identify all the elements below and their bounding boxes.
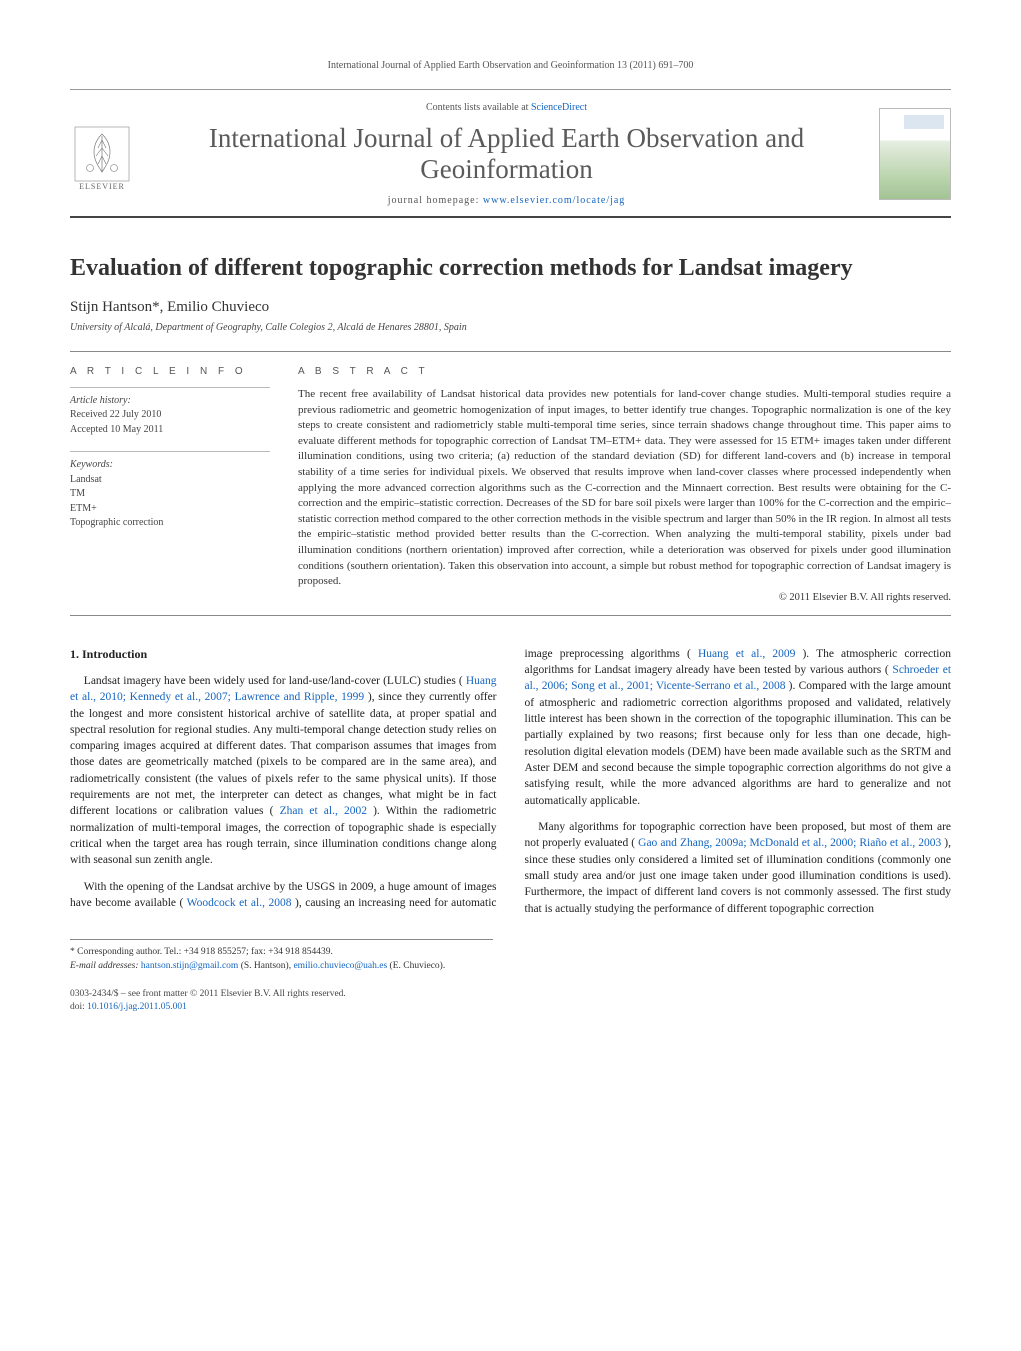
front-matter-text: 0303-2434/$ – see front matter © 2011 El… <box>70 988 951 1001</box>
sciencedirect-link[interactable]: ScienceDirect <box>531 102 587 113</box>
history-accepted: Accepted 10 May 2011 <box>70 423 270 438</box>
emails-line: E-mail addresses: hantson.stijn@gmail.co… <box>70 960 493 974</box>
keywords-block: Keywords: Landsat TM ETM+ Topographic co… <box>70 451 270 531</box>
history-heading: Article history: <box>70 394 270 409</box>
email-link[interactable]: emilio.chuvieco@uah.es <box>293 961 387 971</box>
contents-line: Contents lists available at ScienceDirec… <box>148 102 865 113</box>
doi-link[interactable]: 10.1016/j.jag.2011.05.001 <box>87 1002 187 1012</box>
article-info-label: A R T I C L E I N F O <box>70 366 270 377</box>
journal-cover-thumbnail <box>879 108 951 200</box>
homepage-link[interactable]: www.elsevier.com/locate/jag <box>483 195 625 206</box>
abstract-copyright: © 2011 Elsevier B.V. All rights reserved… <box>298 592 951 603</box>
email-person: (E. Chuvieco). <box>390 961 446 971</box>
doi-line: doi: 10.1016/j.jag.2011.05.001 <box>70 1001 951 1014</box>
publisher-name: ELSEVIER <box>79 182 125 191</box>
citation-link[interactable]: Zhan et al., 2002 <box>280 805 367 817</box>
email-link[interactable]: hantson.stijn@gmail.com <box>141 961 238 971</box>
keyword: Landsat <box>70 473 270 488</box>
publisher-logo: ELSEVIER <box>70 117 134 191</box>
body-paragraph: Many algorithms for topographic correcti… <box>525 819 952 917</box>
authors: Stijn Hantson*, Emilio Chuvieco <box>70 299 951 316</box>
citation-link[interactable]: Gao and Zhang, 2009a; McDonald et al., 2… <box>638 837 941 849</box>
contents-prefix: Contents lists available at <box>426 102 531 113</box>
elsevier-tree-icon <box>74 126 130 182</box>
homepage-line: journal homepage: www.elsevier.com/locat… <box>148 195 865 206</box>
info-abstract-row: A R T I C L E I N F O Article history: R… <box>70 351 951 603</box>
body-paragraph: Landsat imagery have been widely used fo… <box>70 673 497 869</box>
rule-masthead-bottom <box>70 216 951 218</box>
article-info-column: A R T I C L E I N F O Article history: R… <box>70 366 270 603</box>
citation-link[interactable]: Woodcock et al., 2008 <box>187 897 292 909</box>
section-heading-intro: 1. Introduction <box>70 646 497 663</box>
citation-link[interactable]: Huang et al., 2009 <box>698 648 795 660</box>
running-header: International Journal of Applied Earth O… <box>70 60 951 71</box>
journal-title: International Journal of Applied Earth O… <box>148 123 865 185</box>
keyword: TM <box>70 487 270 502</box>
affiliation: University of Alcalá, Department of Geog… <box>70 322 951 333</box>
homepage-prefix: journal homepage: <box>388 195 483 206</box>
body-text: Landsat imagery have been widely used fo… <box>84 675 463 687</box>
keywords-heading: Keywords: <box>70 458 270 473</box>
keyword: Topographic correction <box>70 516 270 531</box>
abstract-label: A B S T R A C T <box>298 366 951 377</box>
article-history: Article history: Received 22 July 2010 A… <box>70 387 270 438</box>
emails-label: E-mail addresses: <box>70 961 139 971</box>
article-title: Evaluation of different topographic corr… <box>70 254 951 283</box>
front-matter-line: 0303-2434/$ – see front matter © 2011 El… <box>70 988 951 1015</box>
keyword: ETM+ <box>70 502 270 517</box>
body-text: ), since they currently offer the longes… <box>70 691 497 817</box>
abstract-text: The recent free availability of Landsat … <box>298 387 951 590</box>
corresponding-author: * Corresponding author. Tel.: +34 918 85… <box>70 946 493 960</box>
body-text: ). Compared with the large amount of atm… <box>525 680 952 806</box>
history-received: Received 22 July 2010 <box>70 408 270 423</box>
masthead-center: Contents lists available at ScienceDirec… <box>148 102 865 206</box>
page: International Journal of Applied Earth O… <box>0 0 1021 1054</box>
abstract-column: A B S T R A C T The recent free availabi… <box>298 366 951 603</box>
rule-post-abstract <box>70 615 951 616</box>
masthead: ELSEVIER Contents lists available at Sci… <box>70 94 951 216</box>
rule-top <box>70 89 951 90</box>
doi-prefix: doi: <box>70 1002 85 1012</box>
footnotes: * Corresponding author. Tel.: +34 918 85… <box>70 939 493 974</box>
body-two-column: 1. Introduction Landsat imagery have bee… <box>70 646 951 919</box>
email-person: (S. Hantson), <box>241 961 291 971</box>
